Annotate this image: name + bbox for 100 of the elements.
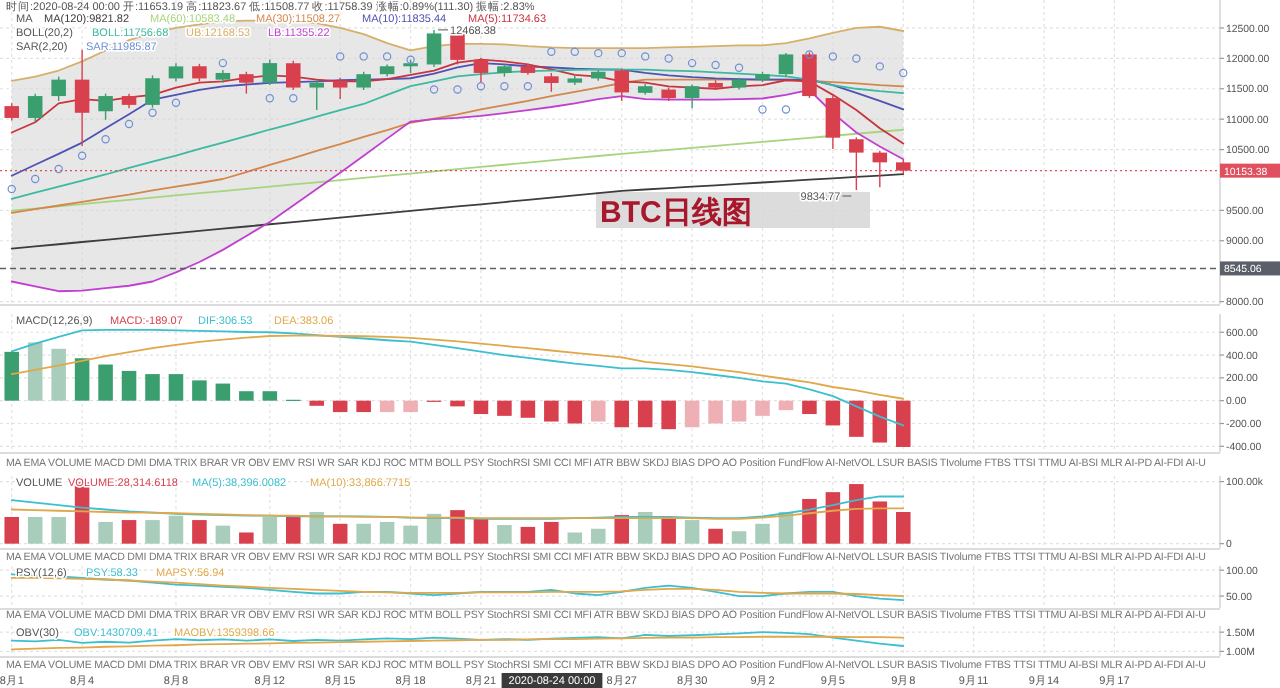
candlestick [614, 68, 629, 102]
bar [896, 512, 911, 544]
point [805, 50, 814, 59]
point [77, 151, 87, 160]
bar [544, 521, 559, 544]
bar [802, 400, 817, 415]
candlestick [309, 79, 324, 111]
bar [262, 516, 278, 544]
bar [591, 528, 606, 544]
bar [520, 526, 536, 544]
bar [239, 532, 254, 544]
bar [426, 513, 442, 544]
candlestick [332, 77, 348, 100]
candlestick [239, 71, 254, 95]
line-series [10, 89, 905, 293]
bar [708, 528, 723, 544]
bar [778, 400, 794, 411]
bar [755, 400, 770, 416]
bar [168, 374, 184, 401]
candlestick [778, 52, 794, 78]
bar [896, 400, 911, 447]
point [547, 47, 556, 56]
bar [450, 510, 465, 544]
text: BTC日线图 [600, 196, 752, 230]
line-series [10, 635, 905, 651]
bar [661, 400, 676, 430]
point [30, 174, 40, 184]
bar [755, 523, 770, 544]
bar [168, 515, 184, 544]
bar [661, 516, 676, 544]
bar [215, 383, 231, 401]
bar [192, 520, 207, 544]
bar [379, 400, 395, 413]
bar [145, 520, 160, 544]
bar [403, 400, 418, 413]
candlestick [286, 60, 301, 91]
point [734, 63, 744, 72]
point [101, 135, 110, 144]
candlestick [262, 58, 278, 86]
bar [731, 400, 747, 422]
candlestick [27, 92, 43, 123]
bar [825, 400, 841, 426]
candlestick [74, 49, 90, 147]
point [687, 58, 697, 68]
bar [802, 498, 817, 544]
bar [497, 525, 512, 544]
candlestick [51, 75, 66, 102]
candlestick [168, 62, 184, 83]
bar [332, 523, 348, 544]
line-series [10, 631, 905, 647]
bar [684, 520, 700, 544]
bar [544, 400, 559, 422]
point [640, 52, 650, 61]
candlestick [825, 94, 841, 150]
point [664, 54, 673, 63]
bar [473, 518, 489, 544]
bar [262, 391, 278, 401]
bar [849, 400, 864, 437]
point [382, 52, 392, 61]
bar [450, 400, 465, 407]
line-series [10, 334, 905, 400]
point [570, 47, 580, 56]
point [476, 82, 486, 91]
bar [98, 521, 113, 544]
point [617, 48, 626, 58]
point [711, 60, 720, 70]
point [406, 55, 415, 64]
bar [497, 400, 512, 416]
bar [591, 400, 606, 422]
line-series [10, 577, 905, 597]
point [7, 184, 16, 194]
bar [872, 501, 888, 544]
bar [731, 531, 747, 544]
candlestick [98, 92, 113, 121]
point [852, 54, 861, 63]
point [171, 98, 181, 108]
point [265, 93, 275, 103]
line-series [10, 62, 905, 177]
bar [121, 370, 137, 401]
point [453, 85, 462, 94]
bar [872, 400, 888, 443]
bar [684, 400, 700, 428]
bar [4, 351, 19, 401]
point [124, 119, 134, 129]
bar [145, 374, 160, 401]
bar [192, 380, 207, 401]
bar [708, 400, 723, 424]
bar [637, 400, 653, 428]
bar [849, 484, 864, 544]
point [54, 164, 63, 174]
point [500, 82, 509, 91]
point [148, 108, 157, 117]
bar [121, 520, 137, 544]
point [429, 85, 439, 94]
point [523, 82, 533, 91]
candlestick [849, 136, 864, 191]
candlestick [684, 83, 700, 109]
bar [332, 400, 348, 413]
bar [614, 400, 629, 428]
candlestick [145, 74, 160, 109]
